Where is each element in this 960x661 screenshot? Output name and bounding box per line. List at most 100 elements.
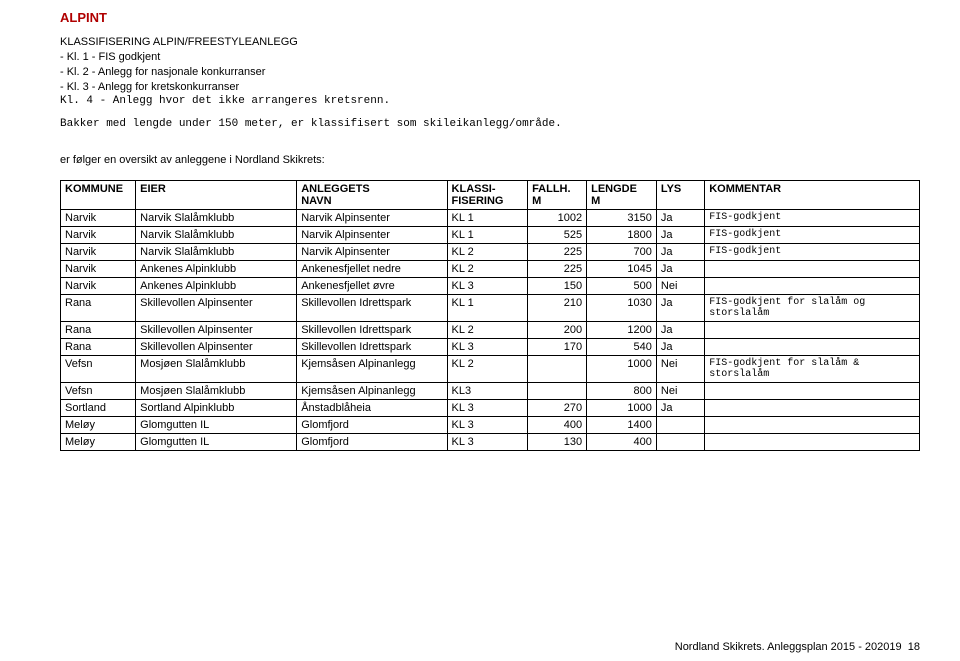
table-row: RanaSkillevollen AlpinsenterSkillevollen…: [61, 322, 920, 339]
table-cell: Narvik Slalåmklubb: [136, 244, 297, 261]
table-cell: [656, 417, 704, 434]
col-lengde: LENGDEM: [587, 181, 657, 210]
intro-mono: Kl. 4 - Anlegg hvor det ikke arrangeres …: [60, 94, 920, 109]
table-cell: Skillevollen Idrettspark: [297, 339, 447, 356]
table-cell: 130: [528, 434, 587, 451]
table-cell: 200: [528, 322, 587, 339]
table-cell: KL 2: [447, 261, 528, 278]
table-row: RanaSkillevollen AlpinsenterSkillevollen…: [61, 295, 920, 322]
table-cell: Glomgutten IL: [136, 434, 297, 451]
table-cell: Narvik Slalåmklubb: [136, 227, 297, 244]
table-cell: Skillevollen Alpinsenter: [136, 322, 297, 339]
col-eier: EIER: [136, 181, 297, 210]
table-row: NarvikAnkenes AlpinklubbAnkenesfjellet n…: [61, 261, 920, 278]
table-cell: KL 2: [447, 356, 528, 383]
table-cell: KL3: [447, 383, 528, 400]
table-cell: KL 2: [447, 244, 528, 261]
table-cell: Ja: [656, 400, 704, 417]
table-cell: Mosjøen Slalåmklubb: [136, 356, 297, 383]
table-cell: Ja: [656, 322, 704, 339]
table-cell: Nei: [656, 356, 704, 383]
table-cell: Ja: [656, 261, 704, 278]
table-cell: Ja: [656, 210, 704, 227]
table-cell: 225: [528, 261, 587, 278]
table-cell: Ja: [656, 244, 704, 261]
table-cell: 1002: [528, 210, 587, 227]
table-cell: 210: [528, 295, 587, 322]
table-header-row: KOMMUNE EIER ANLEGGETSNAVN KLASSI-FISERI…: [61, 181, 920, 210]
table-cell: Skillevollen Idrettspark: [297, 295, 447, 322]
table-cell: [705, 278, 920, 295]
table-cell: [528, 383, 587, 400]
intro-line: - Kl. 1 - FIS godkjent: [60, 50, 920, 65]
table-cell: 150: [528, 278, 587, 295]
table-cell: Narvik Alpinsenter: [297, 244, 447, 261]
table-cell: 800: [587, 383, 657, 400]
facilities-table: KOMMUNE EIER ANLEGGETSNAVN KLASSI-FISERI…: [60, 180, 920, 451]
table-cell: KL 3: [447, 400, 528, 417]
table-cell: KL 1: [447, 227, 528, 244]
table-cell: KL 3: [447, 339, 528, 356]
table-cell: FIS-godkjent: [705, 244, 920, 261]
table-cell: FIS-godkjent for slalåm & storslalåm: [705, 356, 920, 383]
table-cell: Narvik Alpinsenter: [297, 210, 447, 227]
table-cell: 1030: [587, 295, 657, 322]
table-cell: 225: [528, 244, 587, 261]
table-cell: FIS-godkjent: [705, 210, 920, 227]
table-cell: 1000: [587, 400, 657, 417]
table-cell: Ånstadblåheia: [297, 400, 447, 417]
table-cell: 500: [587, 278, 657, 295]
intro-line: - Kl. 3 - Anlegg for kretskonkurranser: [60, 80, 920, 95]
table-cell: 525: [528, 227, 587, 244]
table-cell: 540: [587, 339, 657, 356]
table-cell: Skillevollen Alpinsenter: [136, 295, 297, 322]
table-cell: Vefsn: [61, 356, 136, 383]
table-cell: Rana: [61, 339, 136, 356]
table-cell: [528, 356, 587, 383]
table-row: RanaSkillevollen AlpinsenterSkillevollen…: [61, 339, 920, 356]
col-fallh: FALLH.M: [528, 181, 587, 210]
table-cell: KL 3: [447, 278, 528, 295]
table-cell: Skillevollen Alpinsenter: [136, 339, 297, 356]
table-cell: Skillevollen Idrettspark: [297, 322, 447, 339]
col-klassifisering: KLASSI-FISERING: [447, 181, 528, 210]
table-cell: 170: [528, 339, 587, 356]
table-cell: KL 3: [447, 434, 528, 451]
table-cell: [705, 322, 920, 339]
table-cell: 400: [587, 434, 657, 451]
table-cell: Narvik Slalåmklubb: [136, 210, 297, 227]
intro-mono: Bakker med lengde under 150 meter, er kl…: [60, 117, 920, 132]
table-cell: [705, 434, 920, 451]
page-footer: Nordland Skikrets. Anleggsplan 2015 - 20…: [675, 641, 920, 653]
table-cell: Narvik Alpinsenter: [297, 227, 447, 244]
table-cell: Glomfjord: [297, 417, 447, 434]
table-cell: Rana: [61, 322, 136, 339]
table-cell: Nei: [656, 383, 704, 400]
col-kommune: KOMMUNE: [61, 181, 136, 210]
table-cell: Vefsn: [61, 383, 136, 400]
intro-block: KLASSIFISERING ALPIN/FREESTYLEANLEGG - K…: [60, 35, 920, 132]
table-cell: Ja: [656, 295, 704, 322]
table-row: NarvikNarvik SlalåmklubbNarvik Alpinsent…: [61, 227, 920, 244]
table-row: MeløyGlomgutten ILGlomfjordKL 3130400: [61, 434, 920, 451]
table-cell: Narvik: [61, 261, 136, 278]
table-cell: [705, 417, 920, 434]
table-cell: [705, 261, 920, 278]
table-cell: FIS-godkjent for slalåm og storslalåm: [705, 295, 920, 322]
table-cell: Rana: [61, 295, 136, 322]
overview-text: er følger en oversikt av anleggene i Nor…: [60, 154, 920, 166]
table-cell: KL 2: [447, 322, 528, 339]
table-cell: Narvik: [61, 227, 136, 244]
table-cell: Narvik: [61, 278, 136, 295]
table-cell: Narvik: [61, 244, 136, 261]
intro-heading: KLASSIFISERING ALPIN/FREESTYLEANLEGG: [60, 35, 920, 50]
table-cell: Ankenesfjellet øvre: [297, 278, 447, 295]
table-cell: [705, 339, 920, 356]
table-cell: 270: [528, 400, 587, 417]
table-row: NarvikAnkenes AlpinklubbAnkenesfjellet ø…: [61, 278, 920, 295]
table-cell: 1400: [587, 417, 657, 434]
table-cell: Sortland: [61, 400, 136, 417]
table-row: NarvikNarvik SlalåmklubbNarvik Alpinsent…: [61, 210, 920, 227]
table-cell: [705, 383, 920, 400]
footer-text: Nordland Skikrets. Anleggsplan 2015 - 20…: [675, 641, 902, 653]
